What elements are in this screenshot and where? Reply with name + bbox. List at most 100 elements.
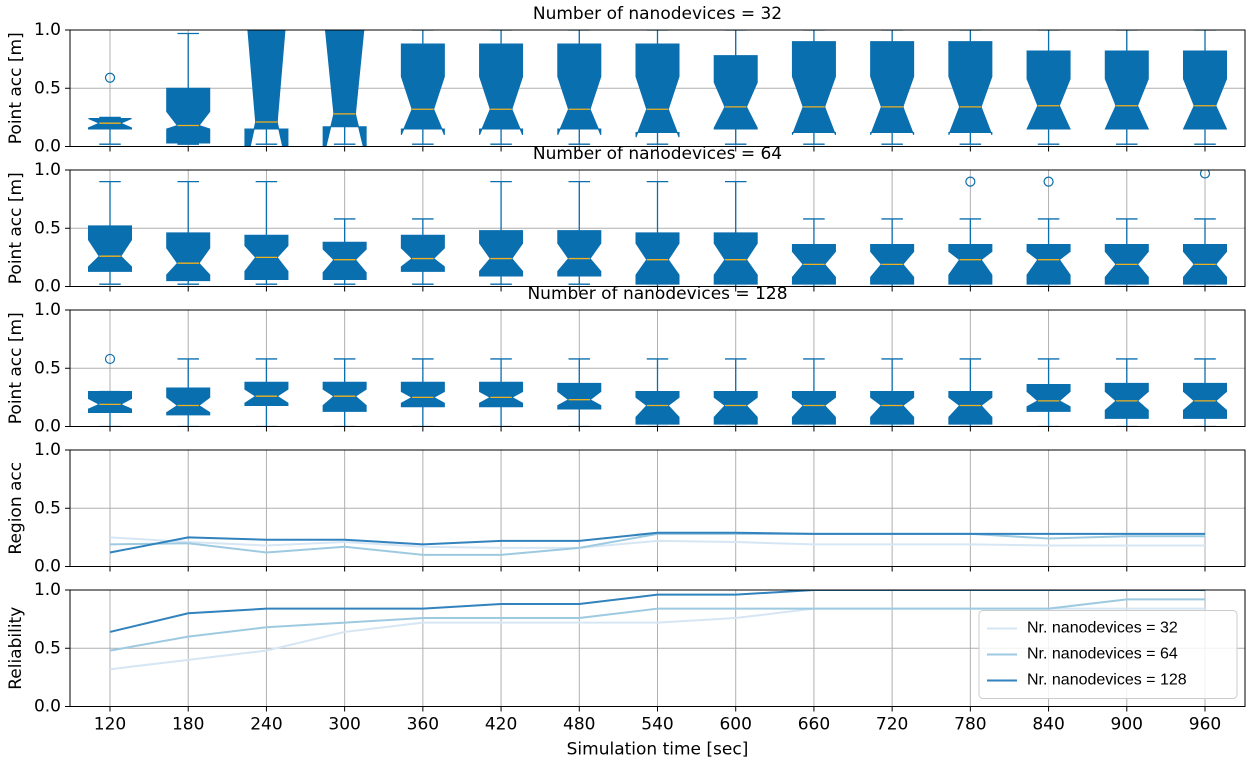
box [870,391,915,425]
x-tick-label: 480 [563,715,595,735]
y-tick-label: 0.5 [34,358,61,378]
box [166,387,211,416]
box [400,234,445,272]
box [713,391,758,425]
box [1104,50,1150,130]
box [870,41,915,136]
box [322,30,367,147]
box [400,43,445,136]
legend-label: Nr. nanodevices = 128 [1027,672,1187,689]
axes-frame [69,309,1246,427]
box [1026,384,1071,412]
y-tick-label: 1.0 [34,20,61,40]
legend-label: Nr. nanodevices = 64 [1027,646,1178,663]
box [479,43,524,136]
box [1026,244,1071,285]
x-tick-label: 720 [876,715,908,735]
box [244,30,289,147]
subplot-title: Number of nanodevices = 128 [527,284,787,304]
axes-frame [69,29,1246,147]
flier [1199,170,1211,179]
plot-area [87,353,1228,427]
flier [104,353,116,365]
y-axis-label: Point acc [m] [6,172,26,284]
axes-frame [69,589,1246,707]
legend-label: Nr. nanodevices = 32 [1027,620,1178,637]
box [713,232,758,285]
box [713,55,758,130]
box [557,382,602,410]
flier [965,176,976,187]
x-tick-label: 960 [1189,715,1221,735]
y-axis-label: Region acc [6,462,26,555]
plot-area [87,30,1228,147]
box [400,381,445,408]
plot-area [109,590,1205,671]
y-tick-label: 0.0 [34,277,61,297]
box [322,241,367,281]
box [635,232,680,285]
line [109,536,1205,549]
box [479,230,524,277]
x-tick-label: 180 [172,715,204,735]
box [791,41,836,136]
line [109,531,1205,554]
legend-box [978,610,1238,699]
box [87,391,133,414]
x-tick-label: 600 [719,715,751,735]
x-tick-label: 360 [407,715,439,735]
box [1026,50,1071,130]
box [635,391,680,425]
box [479,381,524,408]
box [635,43,680,138]
box [557,230,602,277]
box [244,381,289,407]
x-axis-label: Simulation time [sec] [567,740,749,760]
y-tick-label: 0.5 [34,498,61,518]
box [166,87,211,144]
y-axis-label: Point acc [m] [6,32,26,144]
line [109,590,1205,633]
subplot-title: Number of nanodevices = 64 [533,144,782,164]
subplot-title: Number of nanodevices = 32 [533,4,782,24]
y-tick-label: 0.5 [34,78,61,98]
plot-area [87,170,1228,287]
box [1182,50,1228,130]
x-tick-label: 120 [94,715,126,735]
y-axis-label: Reliability [6,607,26,690]
y-tick-label: 0.5 [34,218,61,238]
y-tick-label: 0.0 [34,137,61,157]
box [557,43,602,136]
y-tick-label: 0.0 [34,697,61,717]
y-tick-label: 1.0 [34,440,61,460]
box [948,41,993,136]
x-tick-label: 900 [1111,715,1143,735]
line [109,532,1205,556]
y-tick-label: 0.0 [34,417,61,437]
flier [1043,176,1054,187]
flier [104,72,116,83]
box [166,232,211,282]
line [109,598,1205,652]
x-tick-label: 660 [798,715,830,735]
plot-area [109,531,1205,556]
axes-frame [69,169,1246,287]
box [791,391,836,425]
y-tick-label: 0.5 [34,638,61,658]
x-tick-label: 240 [250,715,282,735]
x-tick-label: 300 [328,715,360,735]
y-axis-label: Point acc [m] [6,312,26,424]
y-tick-label: 1.0 [34,580,61,600]
x-tick-label: 540 [641,715,673,735]
x-tick-label: 840 [1032,715,1064,735]
box [948,244,993,285]
y-tick-label: 1.0 [34,300,61,320]
axes-frame [69,449,1246,567]
y-tick-label: 1.0 [34,160,61,180]
x-tick-label: 420 [485,715,517,735]
y-tick-label: 0.0 [34,557,61,577]
box [948,391,993,425]
x-tick-label: 780 [954,715,986,735]
box [87,225,133,272]
